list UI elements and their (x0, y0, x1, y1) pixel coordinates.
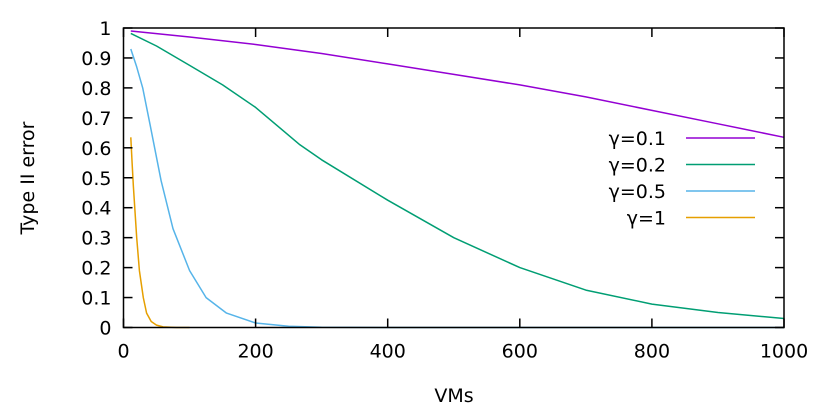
legend: γ=0.1 γ=0.2 γ=0.5 γ=1 (609, 128, 755, 230)
series-line-1 (130, 32, 785, 320)
legend-label: γ=0.1 (609, 128, 666, 150)
x-tick-label: 200 (237, 341, 273, 363)
legend-label: γ=1 (627, 208, 666, 230)
y-tick-label: 0.7 (81, 108, 111, 130)
y-tick-label: 0.3 (81, 228, 111, 250)
series-line-2 (130, 48, 784, 329)
x-tick-label: 600 (502, 341, 538, 363)
y-tick-label: 0.4 (81, 198, 111, 220)
y-tick-label: 0.6 (81, 138, 111, 160)
y-tick-label: 0.9 (81, 48, 111, 70)
series-line-0 (130, 30, 785, 139)
x-axis-label: VMs (434, 385, 473, 407)
y-axis-label: Type II error (17, 121, 39, 235)
legend-label: γ=0.2 (609, 155, 666, 177)
y-tick-label: 0.2 (81, 258, 111, 280)
x-tick-label: 1000 (760, 341, 808, 363)
y-tick-label: 0.1 (81, 288, 111, 310)
legend-label: γ=0.5 (609, 181, 666, 203)
x-tick-label: 400 (370, 341, 406, 363)
series-line-3 (130, 137, 190, 329)
y-tick-label: 0.5 (81, 168, 111, 190)
y-tick-label: 1 (99, 18, 111, 40)
x-tick-label: 0 (117, 341, 129, 363)
plot-frame (122, 27, 785, 329)
y-tick-label: 0 (99, 318, 111, 340)
x-tick-label: 800 (634, 341, 670, 363)
y-tick-label: 0.8 (81, 78, 111, 100)
